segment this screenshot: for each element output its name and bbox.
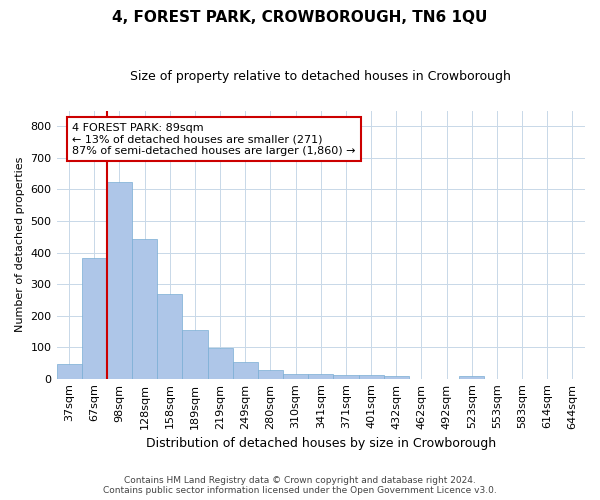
Bar [258,370,283,378]
X-axis label: Distribution of detached houses by size in Crowborough: Distribution of detached houses by size … [146,437,496,450]
Y-axis label: Number of detached properties: Number of detached properties [15,157,25,332]
Text: 4, FOREST PARK, CROWBOROUGH, TN6 1QU: 4, FOREST PARK, CROWBOROUGH, TN6 1QU [112,10,488,25]
Bar [233,362,258,378]
Bar [334,375,359,378]
Text: Contains HM Land Registry data © Crown copyright and database right 2024.
Contai: Contains HM Land Registry data © Crown c… [103,476,497,495]
Bar [107,182,132,378]
Bar [82,258,107,378]
Bar [459,376,484,378]
Bar [208,348,233,378]
Bar [132,239,157,378]
Bar [157,294,182,378]
Text: 4 FOREST PARK: 89sqm
← 13% of detached houses are smaller (271)
87% of semi-deta: 4 FOREST PARK: 89sqm ← 13% of detached h… [73,122,356,156]
Bar [56,364,82,378]
Title: Size of property relative to detached houses in Crowborough: Size of property relative to detached ho… [130,70,511,83]
Bar [383,376,409,378]
Bar [283,374,308,378]
Bar [359,375,383,378]
Bar [182,330,208,378]
Bar [308,374,334,378]
